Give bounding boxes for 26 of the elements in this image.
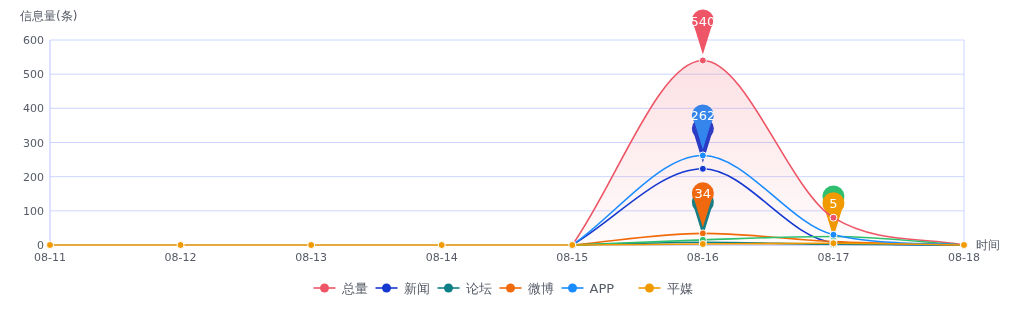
- y-tick-label: 500: [23, 68, 44, 82]
- x-axis-title: 时间: [976, 238, 1000, 252]
- x-tick-label: 08-15: [556, 251, 589, 264]
- x-tick-label: 08-13: [295, 251, 328, 264]
- y-tick-label: 200: [23, 170, 44, 184]
- legend-label: APP: [589, 281, 615, 296]
- legend-label: 论坛: [465, 281, 492, 296]
- x-tick-label: 08-11: [34, 251, 66, 264]
- x-tick-label: 08-18: [948, 251, 980, 264]
- x-tick-label: 08-17: [817, 251, 850, 264]
- legend-label: 总量: [340, 281, 368, 296]
- x-tick-label: 08-14: [425, 251, 458, 264]
- legend-label: 新闻: [403, 281, 430, 296]
- y-tick-label: 400: [23, 102, 44, 116]
- legend-label: 微博: [527, 281, 554, 296]
- data-label: 540: [690, 13, 716, 29]
- data-label: 34: [694, 186, 712, 202]
- x-tick-label: 08-12: [164, 251, 197, 264]
- legend-label: 平媒: [666, 281, 693, 296]
- y-tick-label: 300: [23, 136, 44, 150]
- y-axis-title: 信息量(条): [20, 9, 78, 23]
- y-tick-label: 100: [23, 204, 44, 218]
- x-tick-label: 08-16: [686, 251, 719, 264]
- data-label: 5: [829, 196, 838, 212]
- y-tick-label: 600: [23, 34, 44, 47]
- y-tick-label: 0: [37, 239, 44, 252]
